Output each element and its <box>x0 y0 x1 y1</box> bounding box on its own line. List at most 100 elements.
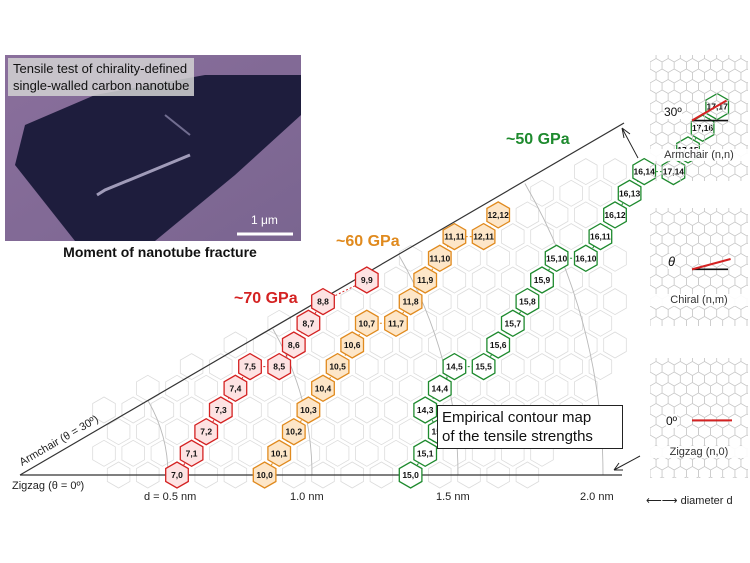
chiral-vector <box>691 99 728 122</box>
chirality-label-8-7: 8,7 <box>302 318 314 328</box>
lattice-hex <box>716 208 730 216</box>
grid-hex <box>398 418 423 446</box>
chirality-label-15-8: 15,8 <box>519 297 536 307</box>
chirality-hex-8-6 <box>281 331 306 359</box>
grid-hex <box>544 288 569 316</box>
chirality-hex-12-12 <box>486 201 511 229</box>
grid-hex <box>136 418 160 446</box>
grid-hex <box>603 331 627 359</box>
grid-hex <box>486 244 510 272</box>
chirality-label-11-10: 11,10 <box>429 253 450 263</box>
grid-hex <box>252 374 277 402</box>
grid-hex <box>486 288 510 316</box>
chirality-label-15-10: 15,10 <box>546 253 568 263</box>
grid-hex <box>209 353 233 381</box>
grid-hex <box>325 439 350 467</box>
chirality-label-17-14: 17,14 <box>663 167 685 177</box>
chirality-hex-10-4 <box>311 374 335 403</box>
chiral-panel: θ Chiral (n,m) <box>650 208 748 326</box>
chirality-hex-7-2 <box>194 417 219 446</box>
lattice-hex <box>650 55 657 63</box>
chirality-label-11-8: 11,8 <box>403 297 419 307</box>
grid-hex <box>340 288 364 316</box>
grid-hex <box>369 374 394 402</box>
diameter-tick-1-5: 1.5 nm <box>436 491 470 503</box>
chirality-hex-7-5 <box>238 352 262 381</box>
grid-hex <box>413 353 437 381</box>
chirality-label-11-11: 11,11 <box>444 232 465 242</box>
grid-hex <box>530 309 554 337</box>
lattice-hex <box>650 466 663 478</box>
strength-label-green: ~50 GPa <box>506 131 570 148</box>
diameter-legend: ⟵⟶ diameter d <box>646 494 750 507</box>
chirality-hex-14-4 <box>427 374 452 403</box>
grid-hex <box>282 374 306 402</box>
grid-hex <box>369 331 394 359</box>
lattice-hex <box>720 476 726 478</box>
chirality-hex-10-0 <box>252 461 277 489</box>
grid-hex <box>559 266 583 294</box>
chirality-hex-14-3 <box>413 396 438 424</box>
chirality-hex-12-11 <box>471 222 496 251</box>
lattice-hex <box>722 316 736 326</box>
lattice-hex <box>740 55 748 63</box>
chirality-hex-7-4 <box>223 374 248 403</box>
chirality-label-10-0: 10,0 <box>256 470 273 480</box>
grid-hex <box>194 461 218 489</box>
lattice-hex <box>722 466 736 478</box>
grid-hex <box>398 331 423 359</box>
grid-hex <box>238 396 262 424</box>
grid-hex <box>296 439 321 467</box>
lattice-hex <box>692 208 705 216</box>
grid-hex <box>442 266 467 294</box>
grid-hex <box>369 288 394 316</box>
grid-hex <box>384 353 408 381</box>
grid-hex <box>603 158 627 186</box>
lattice-hex <box>746 406 748 415</box>
grid-hex <box>574 331 598 359</box>
grid-hex <box>442 309 467 337</box>
chirality-label-7-3: 7,3 <box>215 405 227 415</box>
chirality-label-15-1: 15,1 <box>417 448 434 458</box>
lattice-hex <box>744 476 748 478</box>
grid-hex <box>223 331 248 359</box>
grid-hex <box>136 374 160 402</box>
lattice-hex <box>710 316 724 326</box>
lattice-hex <box>655 358 669 366</box>
chirality-label-11-7: 11,7 <box>388 318 404 328</box>
lattice-hex <box>740 68 748 84</box>
lattice-hex <box>650 358 657 366</box>
lattice-hex <box>698 316 711 326</box>
grid-hex <box>165 418 189 446</box>
lattice-hex <box>740 358 748 366</box>
chirality-label-7-5: 7,5 <box>244 362 256 372</box>
lattice-hex <box>710 466 724 478</box>
grid-hex <box>384 396 408 424</box>
lattice-hex <box>661 316 675 326</box>
grid-hex <box>238 439 262 467</box>
grid-hex <box>559 309 583 337</box>
grid-hex <box>106 461 131 489</box>
chirality-hex-17-16 <box>690 114 715 142</box>
lattice-hex <box>740 208 748 216</box>
chirality-hex-15-0 <box>398 461 423 489</box>
chirality-hex-15-6 <box>486 331 511 359</box>
lattice-hex <box>728 208 742 216</box>
chirality-hex-10-1 <box>267 439 292 468</box>
lattice-hex <box>746 214 748 223</box>
lattice-hex <box>746 166 748 175</box>
chirality-hex-16-11 <box>588 222 613 251</box>
zigzag-axis-label: Zigzag (θ = 0º) <box>12 480 84 492</box>
chiral-lattice <box>650 208 748 326</box>
chirality-hex-10-3 <box>296 396 321 424</box>
lattice-hex <box>704 208 718 216</box>
grid-hex <box>574 374 598 402</box>
grid-hex <box>471 309 496 337</box>
lattice-hex <box>728 173 742 181</box>
chirality-hex-10-2 <box>281 417 306 446</box>
chirality-hex-16-12 <box>603 201 627 229</box>
chirality-label-14-5: 14,5 <box>446 362 463 372</box>
diameter-tick-0-5: d = 0.5 nm <box>144 491 196 503</box>
chirality-hex-8-8 <box>311 287 335 316</box>
lattice-hex <box>692 55 705 63</box>
